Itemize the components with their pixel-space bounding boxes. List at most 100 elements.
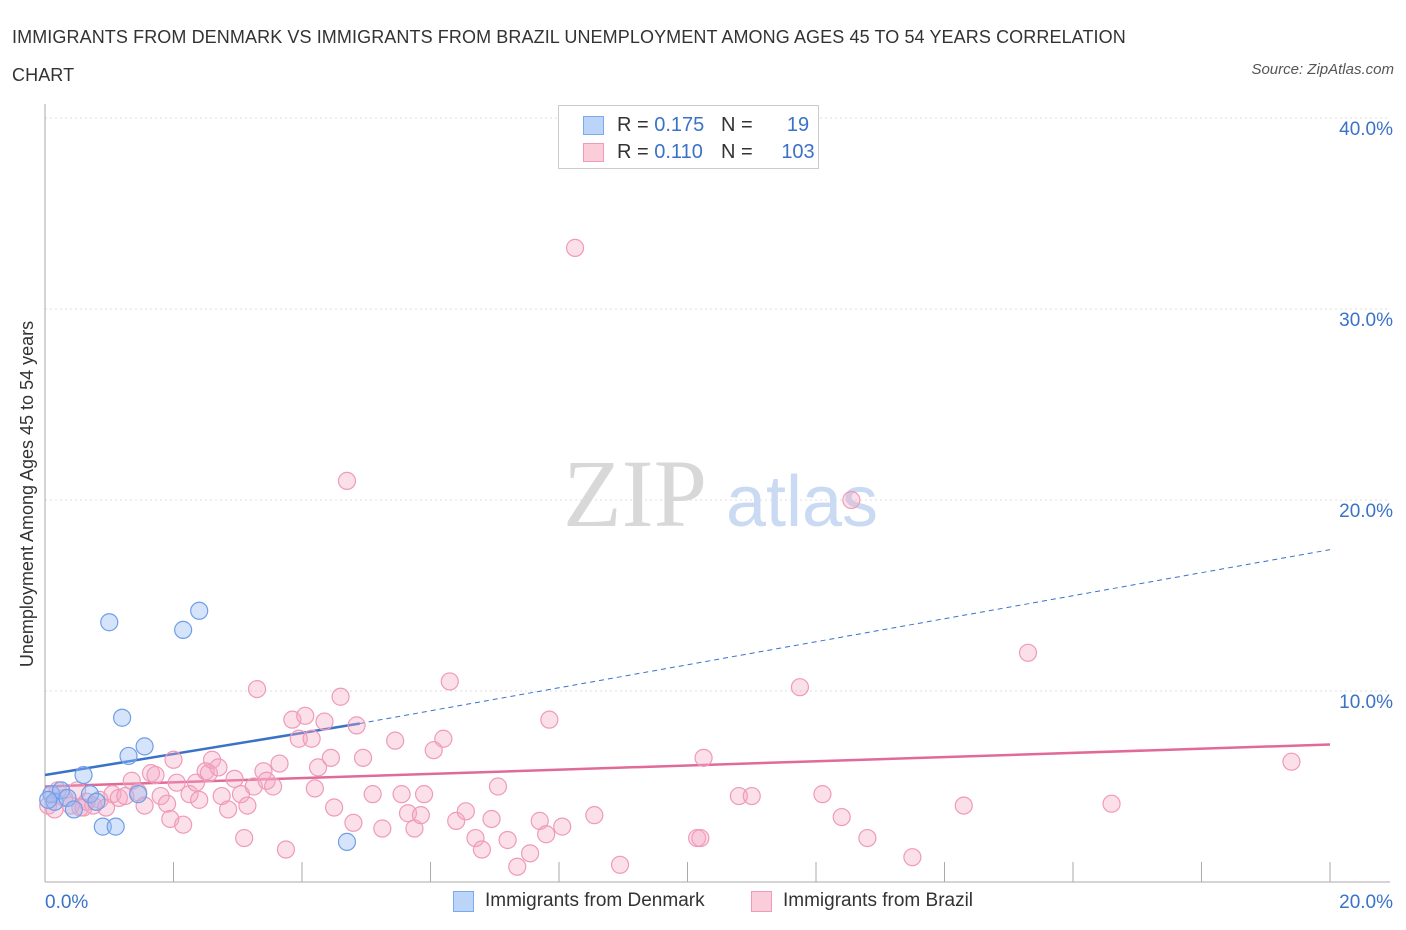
brazil-point [691,828,710,848]
brazil-point [263,777,283,796]
brazil-point [386,731,405,750]
axes [44,104,1390,883]
y-tick-label: 20.0% [1339,501,1393,522]
brazil-n-value: 103 [781,141,815,163]
brazil-point [270,754,289,773]
brazil-point [157,794,177,813]
y-tick-label: 10.0% [1339,692,1393,713]
y-axis-label: Unemployment Among Ages 45 to 54 years [17,321,37,667]
bottom-denmark-swatch [453,891,474,912]
denmark-point [337,832,357,851]
x-tick-label: 0.0% [45,892,88,913]
y-tick-labels: 10.0% 20.0% 30.0% 40.0% [1339,119,1393,713]
denmark-point [58,788,77,808]
source-attribution: Source: ZipAtlas.com [1251,61,1394,78]
brazil-point [832,807,851,827]
denmark-point [93,817,112,836]
brazil-point [174,815,193,834]
brazil-point [472,840,491,859]
brazil-point [537,825,556,844]
brazil-point [363,785,382,804]
brazil-point [411,806,430,825]
y-tick-label: 40.0% [1339,119,1393,140]
grid-lines [45,117,1390,692]
brazil-point [729,786,749,806]
trend-lines [44,549,1331,788]
brazil-point [209,758,228,777]
brazil-point [456,802,475,821]
brazil-point [289,729,308,748]
denmark-point [87,792,106,811]
brazil-point [903,848,922,867]
brazil-point [202,750,222,769]
x-tick-labels: 0.0% 20.0% [45,892,1393,913]
denmark-point [174,620,193,639]
denmark-point [51,781,71,800]
brazil-point [199,764,218,783]
brazil-point [488,777,508,796]
brazil-point [135,796,154,815]
brazil-point [315,712,334,731]
brazil-point [742,786,761,806]
brazil-point [331,687,350,706]
brazil-point [305,779,324,798]
brazil-point [1018,643,1038,662]
brazil-point [498,830,517,850]
brazil-point [540,710,559,729]
bottom-denmark-label: Immigrants from Denmark [485,890,705,911]
brazil-point [842,490,861,510]
bottom-brazil-swatch [751,891,772,912]
brazil-point [164,750,183,769]
brazil-point [1282,752,1301,771]
brazil-point [190,790,209,809]
denmark-point [190,601,209,620]
brazil-point [276,840,296,859]
brazil-point [858,828,877,848]
brazil-points [39,238,1301,876]
brazil-point [353,748,373,767]
brazil-point [225,769,244,788]
denmark-point [119,746,138,766]
brazil-point [146,765,165,785]
brazil-point [553,817,572,836]
brazil-point [414,785,434,804]
brazil-point [565,238,585,257]
brazil-point [392,785,411,804]
brazil-point [167,773,186,792]
brazil-point [254,762,273,781]
brazil-point [508,857,527,876]
brazil-point [813,785,832,804]
brazil-point [373,819,392,838]
brazil-swatch [583,143,604,162]
denmark-point [129,785,148,804]
brazil-point [247,679,267,699]
denmark-n-value: 19 [786,114,810,136]
denmark-r-label: R = [617,114,649,136]
denmark-n-label: N = [721,114,753,136]
brazil-point [109,788,128,808]
brazil-point [482,809,501,829]
denmark-r-value: 0.175 [654,114,705,136]
denmark-points [39,601,357,851]
brazil-point [235,828,254,848]
brazil-point [337,471,357,490]
brazil-point [344,813,363,832]
brazil-point [1102,794,1121,813]
brazil-point [447,811,466,830]
denmark-point [74,765,93,785]
brazil-point [790,678,810,697]
denmark-point [80,785,100,804]
brazil-point [219,800,238,819]
denmark-trend-extension [359,549,1331,724]
brazil-point [321,748,341,767]
denmark-point [106,817,125,836]
x-tick-label: 20.0% [1339,892,1393,913]
brazil-point [296,706,315,725]
watermark-zip: ZIP [563,440,707,547]
correlation-legend: R = 0.175 N = 19 R = 0.110 N = 103 [558,105,819,169]
brazil-point [238,796,257,815]
denmark-swatch [583,116,604,135]
denmark-point [100,613,119,632]
y-tick-label: 30.0% [1339,310,1393,331]
